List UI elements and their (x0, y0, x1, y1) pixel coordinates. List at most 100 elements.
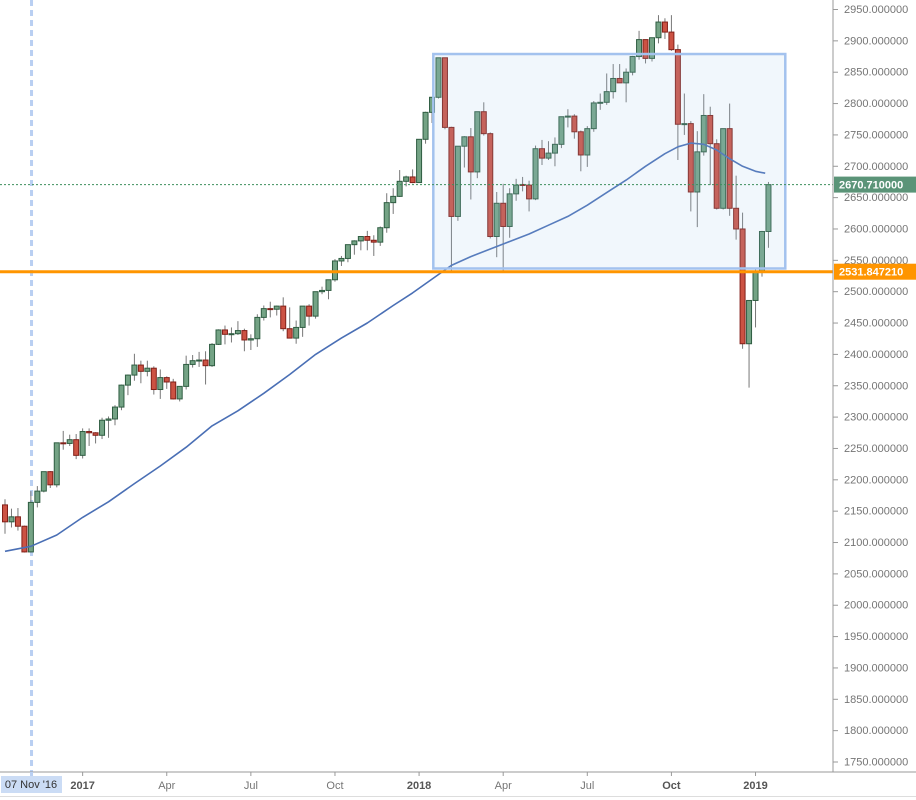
candle-bear (733, 207, 740, 230)
x-tick-label: Oct (326, 780, 343, 792)
candle-bear (364, 236, 371, 241)
candle-bear (467, 136, 474, 173)
candle-bull (53, 442, 60, 486)
candle-bear (267, 308, 274, 311)
candle-bull (746, 299, 753, 345)
candle-bear (286, 328, 293, 339)
x-tick-label: 2017 (70, 780, 94, 792)
candle-bull (564, 115, 571, 118)
y-tick-label: 2150.000000 (844, 506, 908, 518)
candle-bear (500, 202, 507, 227)
candle-bear (202, 359, 209, 367)
y-tick-label: 1950.000000 (844, 631, 908, 643)
candle-bull (273, 305, 280, 310)
candle-bull (545, 152, 552, 159)
candle-bull (636, 39, 643, 58)
current-price-badge-label: 2670.710000 (839, 180, 903, 192)
candle-bull (234, 330, 241, 335)
candle-bull (8, 516, 15, 523)
candle-bull (610, 77, 617, 93)
candle-bear (370, 239, 377, 243)
start-date-badge[interactable]: 07 Nov '16 (1, 776, 62, 793)
candle-bull (351, 240, 358, 246)
current-price-badge-bg (834, 176, 916, 193)
x-tick-label: Apr (158, 780, 175, 792)
candle-bull (209, 343, 216, 367)
candle-bull (338, 257, 345, 262)
alert-price-badge[interactable]: 2531.847210 (834, 263, 916, 280)
candle-bull (325, 279, 332, 291)
candle-bear (14, 516, 21, 527)
y-tick-label: 2950.000000 (844, 4, 908, 16)
candle-bull (40, 471, 47, 492)
y-tick-label: 2600.000000 (844, 223, 908, 235)
y-tick-label: 2650.000000 (844, 192, 908, 204)
candle-bear (713, 143, 720, 209)
candle-bull (532, 148, 539, 200)
candle-bull (506, 193, 513, 227)
candle-bull (597, 101, 604, 104)
candle-bull (66, 439, 73, 444)
candle-bull (34, 490, 41, 503)
candle-bull (435, 57, 442, 98)
candle-bear (73, 439, 80, 456)
candle-bear (163, 377, 170, 383)
y-tick-label: 2700.000000 (844, 161, 908, 173)
candle-bull (124, 374, 131, 386)
y-tick-label: 2400.000000 (844, 349, 908, 361)
y-tick-label: 2800.000000 (844, 98, 908, 110)
candle-bull (590, 102, 597, 130)
y-tick-label: 2250.000000 (844, 443, 908, 455)
candle-bear (2, 504, 8, 523)
candle-bull (254, 316, 261, 340)
candle-bull (416, 138, 423, 184)
candle-bull (319, 289, 326, 293)
candle-bull (312, 291, 319, 317)
start-date-badge-bg (1, 776, 62, 793)
candle-bear (539, 148, 546, 159)
candle-bear (571, 115, 578, 133)
candle-bear (86, 431, 93, 434)
alert-price-badge-bg (834, 263, 916, 280)
x-tick-label: Jul (244, 780, 258, 792)
candle-bull (189, 360, 196, 365)
y-axis[interactable]: 2950.000000 2900.000000 2850.000000 2800.00… (832, 0, 908, 772)
candle-bull (551, 143, 558, 154)
current-price-badge: 2670.710000 (834, 176, 916, 193)
y-tick-label: 1900.000000 (844, 662, 908, 674)
x-tick-label: Jul (580, 780, 594, 792)
candle-bear (280, 305, 287, 330)
x-tick-label: Apr (495, 780, 512, 792)
y-tick-label: 2350.000000 (844, 380, 908, 392)
candle-bear (150, 367, 157, 391)
selection-rectangle[interactable] (432, 52, 787, 270)
candle-bull (584, 128, 591, 156)
y-tick-label: 1800.000000 (844, 725, 908, 737)
y-tick-label: 2050.000000 (844, 568, 908, 580)
candle-bull (390, 195, 397, 204)
candle-bear (448, 126, 455, 217)
y-tick-label: 2500.000000 (844, 286, 908, 298)
candle-bull (215, 329, 222, 345)
x-axis[interactable]: 2017 Apr Jul Oct 2018 Apr Jul Oct 2019 (0, 771, 916, 797)
y-tick-label: 1750.000000 (844, 757, 908, 769)
candle-bear (577, 131, 584, 156)
candle-bull (247, 338, 254, 341)
candle-bull (293, 326, 300, 339)
candle-bear (674, 49, 681, 125)
candle-bull (558, 116, 565, 145)
y-tick-label: 2200.000000 (844, 474, 908, 486)
candle-bull (183, 363, 190, 387)
candle-bull (720, 128, 727, 209)
x-tick-label: 2019 (743, 780, 767, 792)
y-tick-label: 2000.000000 (844, 600, 908, 612)
candle-bear (92, 432, 99, 436)
candle-bull (111, 406, 118, 420)
candle-bull (344, 244, 351, 259)
candle-bull (383, 202, 390, 229)
candle-bull (493, 202, 500, 238)
candle-bull (461, 136, 468, 147)
y-tick-label: 1850.000000 (844, 694, 908, 706)
